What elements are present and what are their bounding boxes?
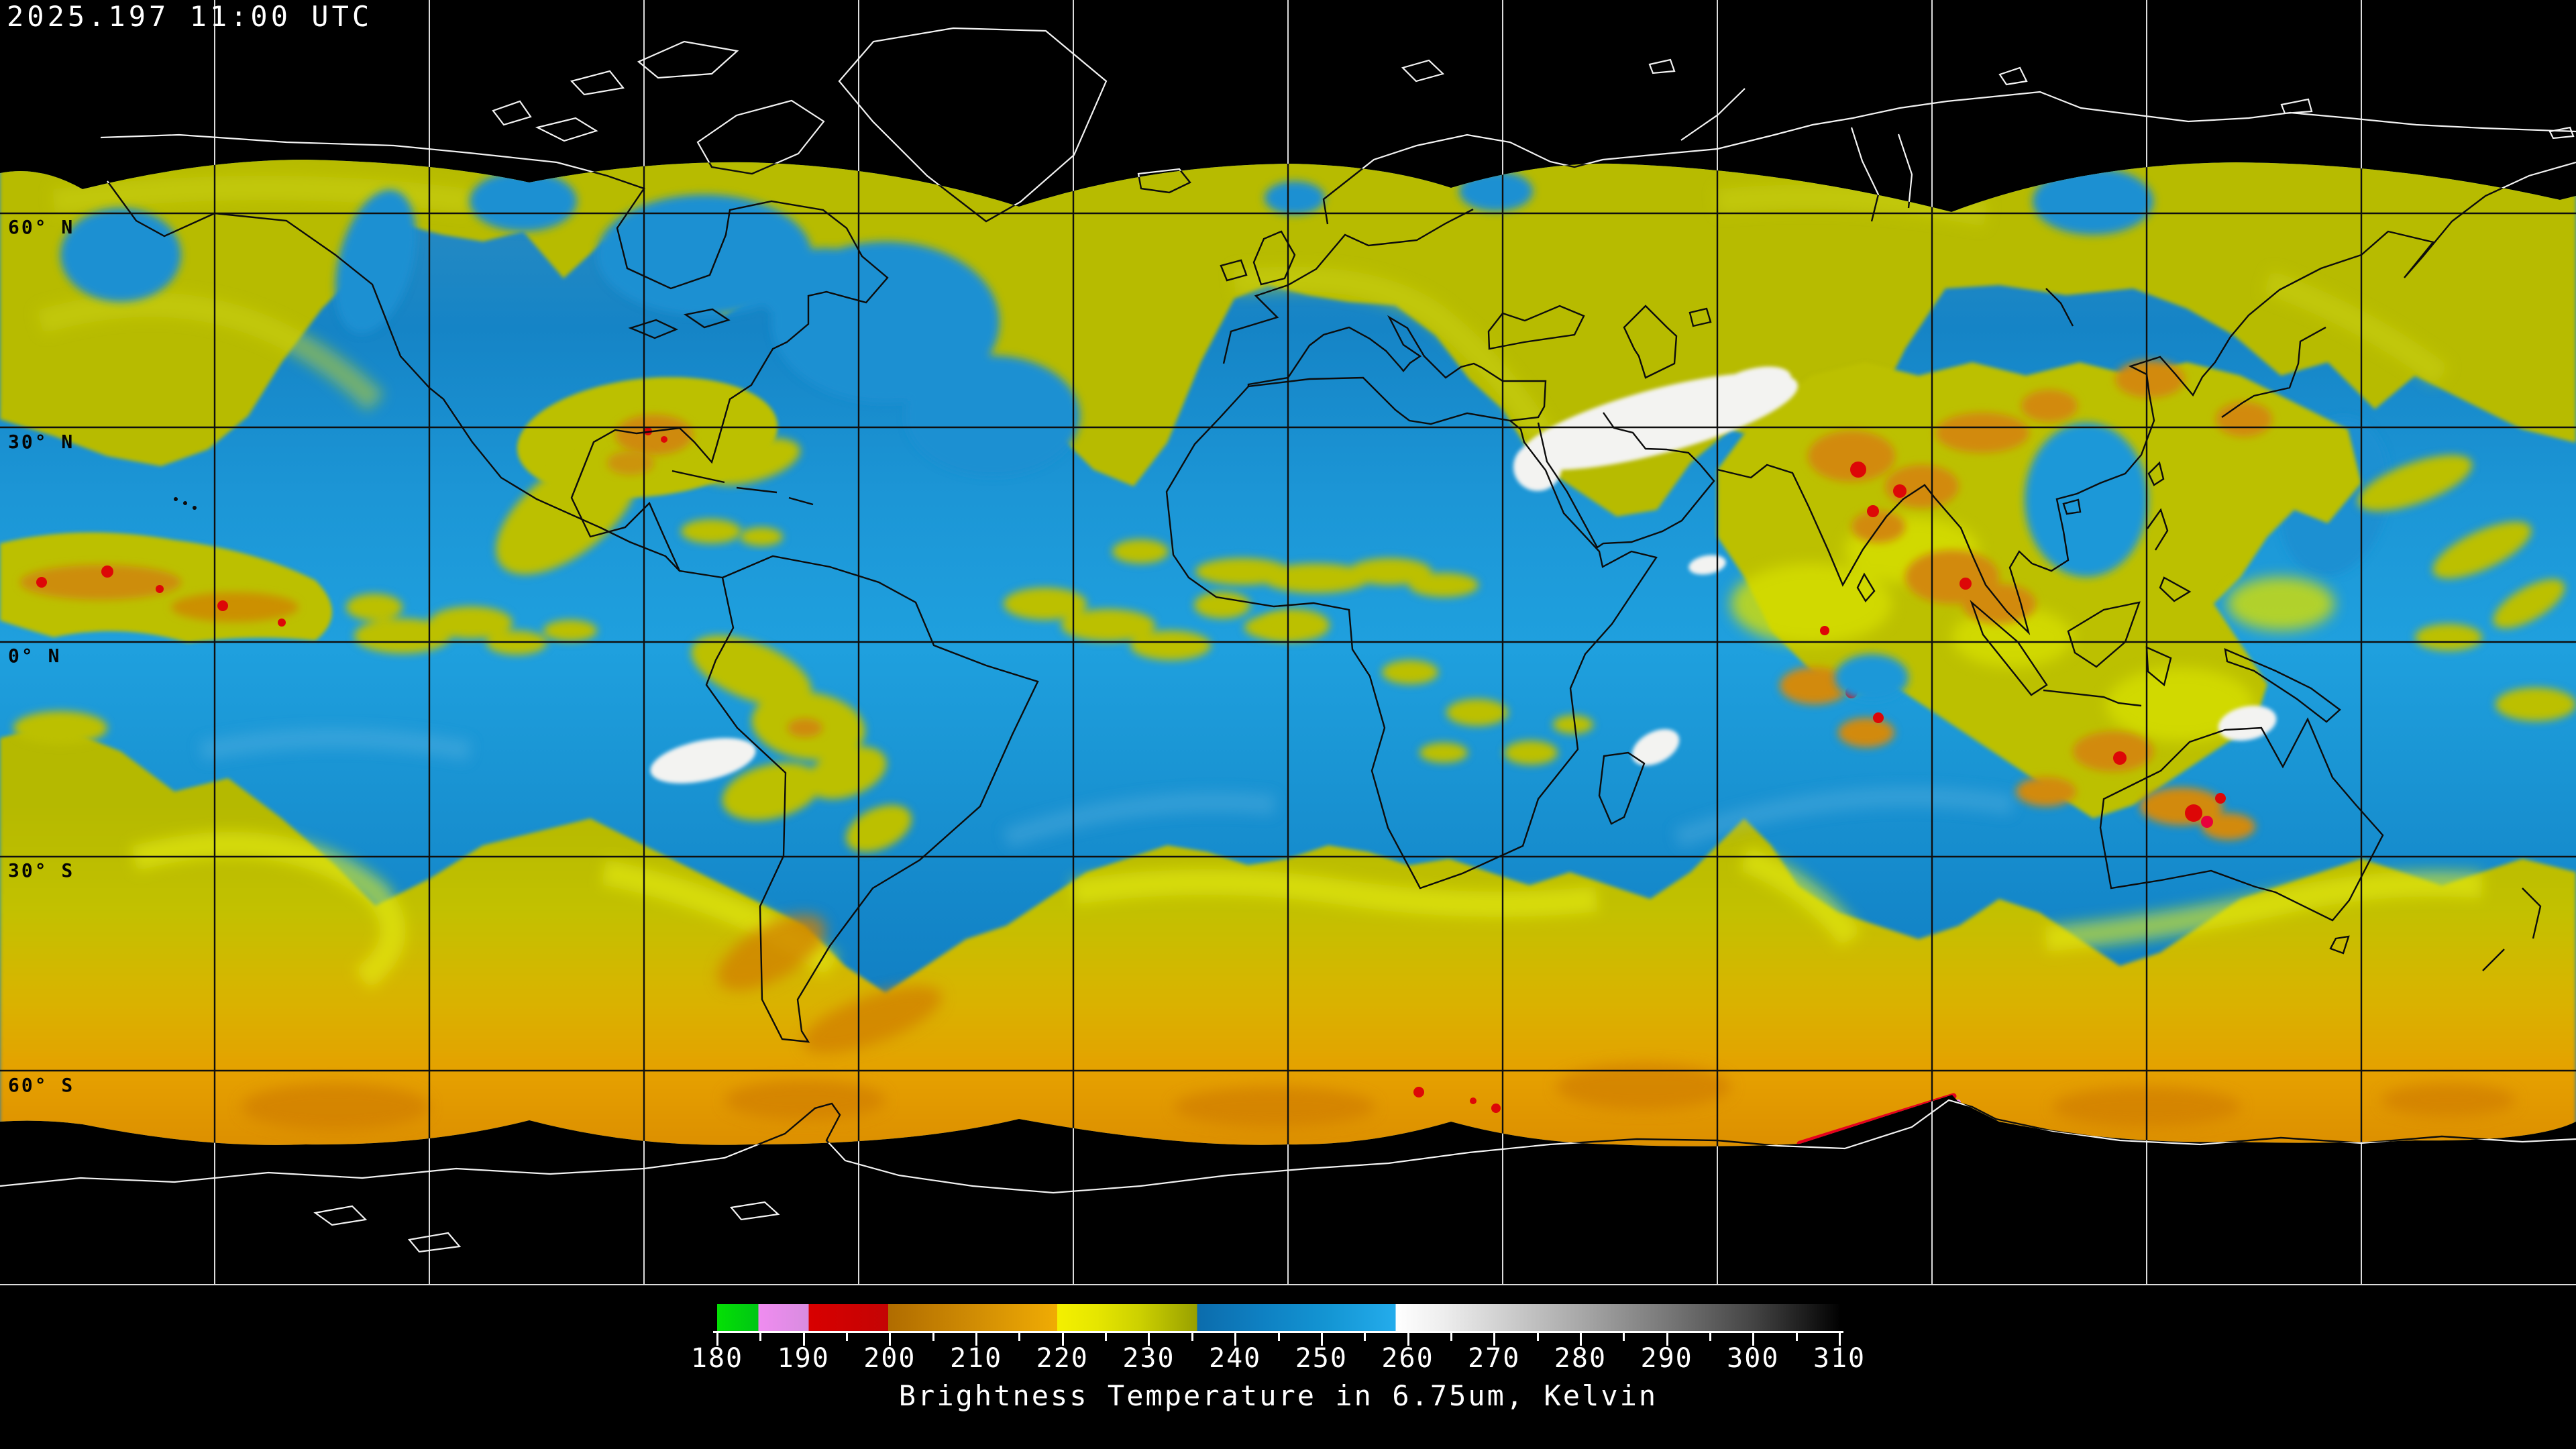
colorbar-tick-label: 200 — [863, 1343, 916, 1374]
lat-label-0n: 0° N — [8, 645, 62, 667]
colorbar-tick-label: 240 — [1209, 1343, 1262, 1374]
colorbar-tick — [1234, 1333, 1237, 1346]
colorbar-tick — [1277, 1333, 1280, 1341]
colorbar-tick-label: 300 — [1727, 1343, 1780, 1374]
colorbar-gradient — [717, 1304, 1839, 1331]
colorbar-tick — [1364, 1333, 1366, 1341]
itcz-atlantic — [1004, 539, 1305, 660]
colorbar-tick-label: 210 — [949, 1343, 1003, 1374]
colorbar: 180 190 200 210 220 230 240 250 260 270 280 290 300 3… — [691, 1304, 1864, 1449]
lat-label-60n: 60° N — [8, 216, 75, 238]
colorbar-tick-label: 250 — [1295, 1343, 1348, 1374]
timestamp: 2025.197 11:00 UTC — [7, 0, 373, 33]
lat-label-60s: 60° S — [8, 1074, 75, 1096]
itcz-west-pacific — [0, 532, 332, 745]
colorbar-tick — [1536, 1333, 1539, 1341]
north-band-blue-gaps — [60, 168, 2390, 576]
colorbar-tick-label: 220 — [1036, 1343, 1089, 1374]
colorbar-tick — [1666, 1333, 1668, 1346]
lat-label-30s: 30° S — [8, 859, 75, 881]
colorbar-tick — [1407, 1333, 1409, 1346]
colorbar-tick — [1795, 1333, 1798, 1341]
colorbar-tick — [975, 1333, 978, 1346]
colorbar-tick — [759, 1333, 762, 1341]
colorbar-tick — [932, 1333, 934, 1341]
south-china-sea-gap — [2025, 423, 2148, 577]
colorbar-tick — [1105, 1333, 1108, 1341]
lat-label-30n: 30° N — [8, 431, 75, 453]
colorbar-tick — [846, 1333, 849, 1341]
colorbar-tick — [1148, 1333, 1150, 1346]
asia-monsoon-mass — [1717, 360, 2361, 840]
colorbar-tick-label: 270 — [1468, 1343, 1521, 1374]
colorbar-tick — [1579, 1333, 1582, 1346]
colorbar-tick — [1061, 1333, 1064, 1346]
colorbar-tick — [1839, 1333, 1841, 1346]
colorbar-tick-label: 280 — [1554, 1343, 1607, 1374]
colorbar-tick — [1623, 1333, 1625, 1341]
colorbar-tick — [716, 1333, 718, 1346]
colorbar-tick-label: 260 — [1381, 1343, 1434, 1374]
colorbar-tick — [1320, 1333, 1323, 1346]
colorbar-tick — [1493, 1333, 1496, 1346]
coastlines-black — [0, 160, 2576, 1146]
blue-zone-wisps — [199, 728, 2015, 849]
africa-convection — [1195, 558, 1593, 765]
nw-pacific-streaks — [2357, 455, 2576, 721]
colorbar-tick-label: 190 — [777, 1343, 830, 1374]
colorbar-tick-label: 310 — [1813, 1343, 1866, 1374]
colorbar-tick — [889, 1333, 892, 1346]
colorbar-tick — [1709, 1333, 1711, 1341]
colorbar-axis-line — [713, 1331, 1843, 1333]
colorbar-tick-label: 290 — [1640, 1343, 1693, 1374]
colorbar-tick — [1018, 1333, 1021, 1341]
colorbar-tick — [1191, 1333, 1193, 1341]
colorbar-tick — [1752, 1333, 1755, 1346]
colorbar-tick-label: 230 — [1122, 1343, 1175, 1374]
colorbar-ticks: 180 190 200 210 220 230 240 250 260 270 280 290 300 3… — [691, 1304, 1864, 1449]
colorbar-tick — [1450, 1333, 1452, 1341]
white-hot-spots — [650, 366, 2277, 784]
colorbar-title: Brightness Temperature in 6.75um, Kelvin — [898, 1379, 1658, 1412]
itcz-east-pacific — [346, 594, 597, 655]
south-america-moisture — [691, 635, 912, 852]
south-band-red-specks — [1413, 1087, 1501, 1113]
colorbar-tick — [802, 1333, 805, 1346]
graticule-black — [0, 160, 2576, 1146]
colorbar-tick-label: 180 — [690, 1343, 744, 1374]
hawaii-islands — [174, 497, 197, 510]
